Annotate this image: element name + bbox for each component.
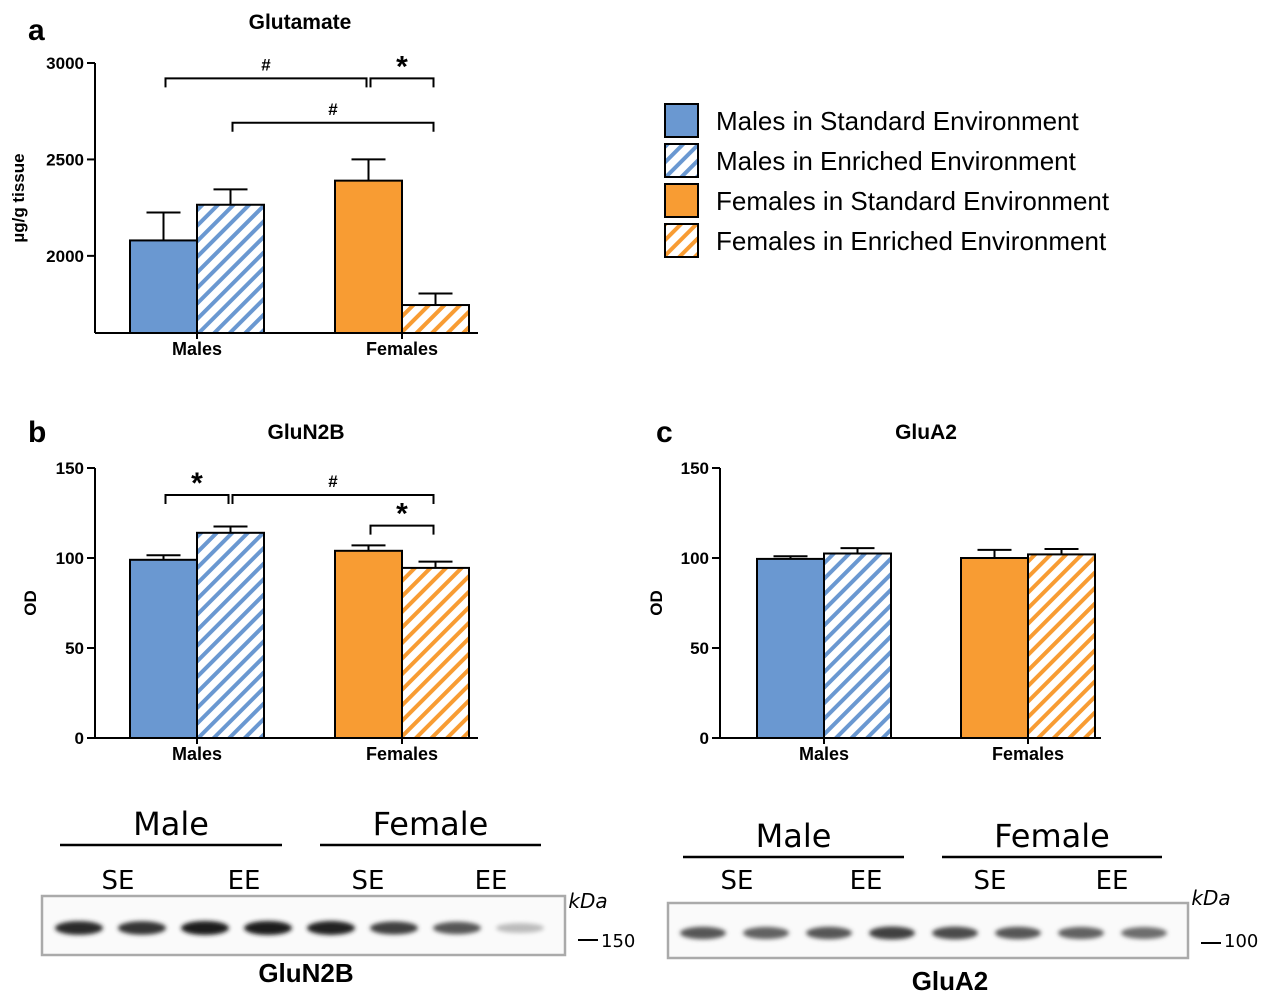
legend-swatch: [664, 183, 699, 218]
bar: [823, 552, 892, 739]
significance-label: *: [396, 50, 408, 83]
significance-bracket: [231, 494, 435, 504]
significance-label: *: [396, 498, 408, 531]
blot-band: [680, 926, 726, 940]
glua2-blot: Male Female SE EE SE EE kDa 100 GluA2: [666, 817, 1258, 994]
blot-band: [433, 921, 481, 935]
blot-lane-label: EE: [1096, 866, 1129, 896]
blot-band: [1121, 927, 1167, 939]
significance-label: #: [328, 472, 338, 491]
blot-lane-label: SE: [974, 866, 1007, 896]
y-tick-label: 3000: [46, 54, 84, 73]
blot-group-label: Female: [373, 805, 489, 843]
significance-bracket: [369, 524, 435, 535]
significance-bracket: [369, 77, 435, 88]
y-tick-label: 50: [690, 639, 709, 658]
blot-band: [307, 921, 355, 935]
x-tick-label: Females: [366, 339, 438, 359]
x-tick-label: Males: [799, 744, 849, 764]
significance-bracket: [164, 494, 230, 504]
blot-band: [995, 926, 1041, 940]
y-tick-label: 2000: [46, 247, 84, 266]
blot-band: [932, 926, 978, 940]
y-axis-label: µg/g tissue: [9, 153, 28, 242]
legend-label: Males in Standard Environment: [716, 106, 1080, 136]
blot-lane-label: EE: [850, 866, 883, 896]
blot-unit-label: kDa: [1191, 886, 1230, 910]
blot-band: [55, 921, 103, 935]
legend-label: Males in Enriched Environment: [716, 146, 1077, 176]
legend: Males in Standard Environment Males in En…: [664, 103, 1110, 258]
x-tick-label: Females: [992, 744, 1064, 764]
x-tick-label: Males: [172, 339, 222, 359]
blot-lane-label: EE: [228, 866, 261, 896]
blot-lane-label: SE: [352, 866, 385, 896]
bar: [196, 531, 265, 739]
panel-letter-c: c: [656, 416, 673, 449]
bar: [1027, 553, 1096, 740]
blot-protein-label: GluN2B: [258, 958, 353, 988]
bar: [129, 239, 198, 334]
bar: [129, 558, 198, 739]
chart-title: Glutamate: [249, 11, 352, 34]
significance-bracket: [231, 121, 435, 132]
legend-label: Females in Standard Environment: [716, 186, 1110, 216]
blot-band: [869, 926, 915, 940]
blot-band: [496, 923, 544, 933]
blot-protein-label: GluA2: [912, 966, 989, 994]
blot-unit-label: kDa: [568, 889, 607, 913]
blot-band: [118, 921, 166, 935]
blot-marker-label: 150: [601, 931, 635, 952]
blot-band: [244, 921, 292, 935]
bar: [334, 549, 403, 739]
x-tick-label: Males: [172, 744, 222, 764]
blot-lane-label: SE: [721, 866, 754, 896]
glun2b-chart: GluN2B OD 0 50 100 150 Males Females * # *: [21, 421, 478, 764]
panel-letter-a: a: [28, 14, 45, 47]
y-axis-label: OD: [647, 590, 666, 616]
blot-group-label: Male: [133, 805, 209, 843]
glun2b-blot: Male Female SE EE SE EE kDa 150 GluN2B: [40, 805, 635, 988]
blot-marker-label: 100: [1224, 931, 1258, 952]
bar: [756, 557, 825, 740]
bar: [196, 203, 265, 334]
blot-band: [743, 926, 789, 940]
y-tick-label: 0: [75, 729, 84, 748]
y-tick-label: 50: [65, 639, 84, 658]
y-tick-label: 150: [56, 459, 84, 478]
chart-title: GluN2B: [267, 421, 344, 444]
bar: [960, 557, 1029, 739]
y-tick-label: 150: [681, 459, 709, 478]
blot-band: [370, 921, 418, 935]
y-tick-label: 100: [56, 549, 84, 568]
blot-lane-label: EE: [475, 866, 508, 896]
y-tick-label: 0: [700, 729, 709, 748]
y-axis-label: OD: [21, 590, 40, 616]
significance-bracket: [164, 77, 368, 88]
glutamate-chart: Glutamate µg/g tissue 2000 2500 3000 Males Fem…: [9, 11, 478, 359]
blot-band: [806, 926, 852, 940]
legend-swatch: [664, 143, 699, 178]
legend-label: Females in Enriched Environment: [716, 226, 1107, 256]
bar: [401, 566, 470, 740]
blot-group-label: Female: [994, 817, 1110, 855]
blot-lane-label: SE: [102, 866, 135, 896]
y-tick-label: 2500: [46, 150, 84, 169]
x-tick-label: Females: [366, 744, 438, 764]
glua2-chart: GluA2 OD 0 50 100 150 Males Females: [647, 421, 1101, 764]
legend-swatch: [664, 223, 699, 258]
panel-letter-b: b: [28, 416, 46, 449]
significance-label: #: [328, 100, 338, 119]
significance-label: #: [261, 55, 271, 74]
blot-band: [181, 921, 229, 935]
blot-band: [1058, 926, 1104, 940]
blot-group-label: Male: [756, 817, 832, 855]
bar: [334, 179, 403, 334]
legend-swatch: [664, 103, 699, 138]
bar: [401, 304, 470, 334]
chart-title: GluA2: [895, 421, 957, 444]
y-tick-label: 100: [681, 549, 709, 568]
significance-label: *: [191, 467, 203, 500]
